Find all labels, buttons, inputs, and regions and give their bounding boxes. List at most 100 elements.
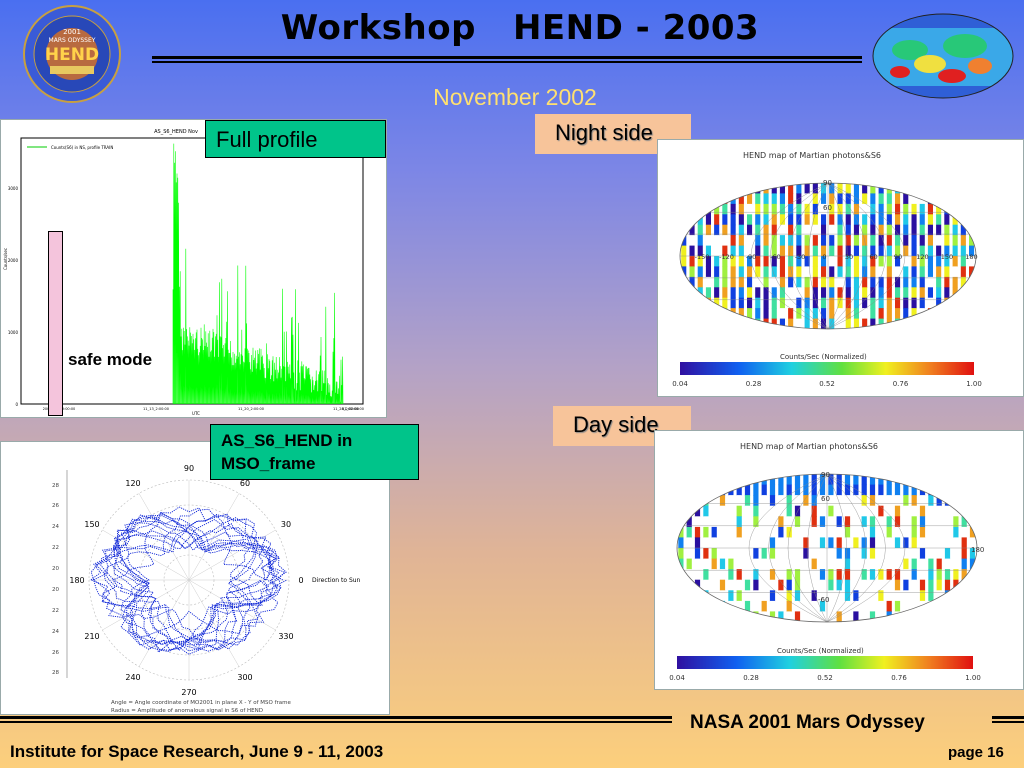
map-cell [761,516,767,528]
map-cell [788,193,794,205]
as-s6-text: AS_S6_HEND in MSO_frame [221,431,353,473]
map-cell [944,193,950,205]
map-cell [869,569,876,581]
profile-chart: AS_S6_HEND Nov Counts(S6) in NS, profile… [3,129,364,416]
map-cell [969,537,976,549]
map-cell [703,558,709,570]
map-cell [829,245,835,257]
map-cell [969,276,975,288]
map-cell [895,287,901,299]
map-cell [747,235,753,246]
map-cell [697,308,703,319]
polar-radial-tick: 20 [52,566,59,572]
map-cell [944,266,950,278]
map-cell [837,245,843,257]
map-cell [886,287,892,299]
map-cell [969,235,975,246]
map-cell [755,224,761,236]
map-cell [936,505,942,517]
map-cell [803,558,809,570]
map-cell [878,224,884,236]
map-cell [853,245,859,257]
map-cell [821,193,827,205]
map-cell [744,526,751,538]
day-colorbar-tick: 0.28 [743,674,759,682]
map-cell [903,590,909,602]
map-cell [803,484,809,496]
polar-trace [113,516,286,652]
map-cell [936,318,942,329]
map-cell [952,276,958,288]
map-cell [969,318,975,329]
map-cell [944,214,950,226]
map-cell [953,484,959,496]
map-cell [862,297,868,309]
map-cell [886,256,892,267]
map-cell [886,235,892,246]
map-cell [969,474,976,486]
map-cell [886,224,892,236]
map-cell [771,308,777,319]
map-cell [862,193,868,205]
map-cell [878,287,884,299]
map-cell [861,569,867,581]
map-cell [829,256,835,267]
map-cell [728,600,734,612]
map-cell [886,495,892,507]
map-cell [837,276,843,288]
map-cell [811,569,817,581]
map-cell [730,318,736,329]
map-cell [804,183,810,194]
map-cell [953,516,959,528]
profile-xtick: 01_02:00:00 [342,407,364,411]
map-cell [697,297,703,309]
map-cell [769,579,776,591]
map-cell [886,308,892,319]
map-cell [869,558,876,570]
map-cell [953,590,959,602]
map-cell [678,569,684,581]
map-cell [804,318,810,329]
map-cell [738,203,744,215]
map-cell [738,193,744,205]
map-cell [844,600,851,612]
map-cell [953,537,959,549]
map-cell [804,193,810,205]
map-cell [878,600,884,612]
map-cell [878,516,884,528]
map-cell [853,266,859,278]
map-cell [903,318,909,329]
map-cell [778,526,784,538]
map-cell [936,526,942,538]
map-cell [911,526,917,538]
profile-chart-ylabel: Counts/sec [3,248,8,270]
map-cell [886,569,892,581]
map-cell [960,183,966,194]
map-cell [944,183,950,194]
map-cell [736,590,742,602]
map-cell [828,558,834,570]
map-cell [714,193,720,205]
map-cell [755,235,761,246]
map-cell [753,537,759,549]
map-cell [886,611,892,622]
map-cell [862,276,868,288]
map-cell [878,505,884,517]
map-cell [952,224,958,236]
polar-spoke [188,493,240,581]
map-cell [870,193,876,205]
map-cell [736,505,742,517]
map-cell [903,548,909,560]
map-cell [829,287,835,299]
map-cell [853,276,859,288]
map-cell [861,474,867,486]
polar-caption-radius: Radius = Amplitude of anomalous signal i… [111,708,263,714]
map-cell [728,474,734,486]
map-cell [719,579,726,591]
day-map-panel: HEND map of Martian photons&S6 90 60 -60… [654,430,1024,690]
map-cell [870,203,876,215]
map-cell [961,569,967,581]
profile-chart-panel: AS_S6_HEND Nov Counts(S6) in NS, profile… [0,119,387,418]
map-cell [911,495,917,507]
map-cell [919,569,926,581]
